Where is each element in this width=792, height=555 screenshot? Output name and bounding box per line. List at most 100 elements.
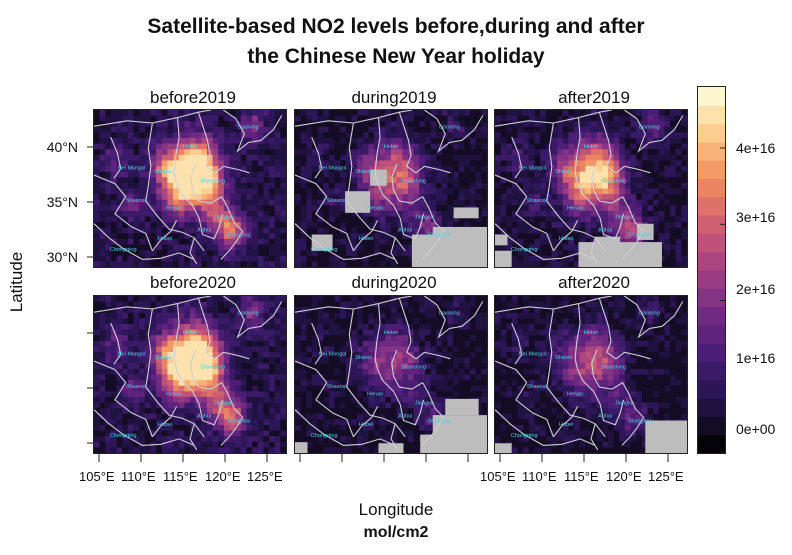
- no2-cell: [602, 177, 609, 184]
- no2-cell: [413, 216, 420, 223]
- no2-cell: [345, 171, 352, 178]
- no2-cell: [317, 188, 324, 195]
- no2-cell: [345, 396, 352, 403]
- no2-cell: [647, 132, 654, 139]
- no2-cell: [110, 391, 117, 398]
- no2-cell: [116, 312, 123, 319]
- no2-cell: [178, 132, 185, 139]
- no2-cell: [447, 385, 454, 392]
- no2-cell: [362, 250, 369, 257]
- no2-cell: [351, 374, 358, 381]
- no2-cell: [475, 177, 482, 184]
- no2-cell: [362, 126, 369, 133]
- no2-cell: [481, 166, 487, 173]
- no2-cell: [458, 138, 465, 145]
- no2-cell: [246, 301, 253, 308]
- no2-cell: [441, 126, 448, 133]
- no2-cell: [351, 408, 358, 415]
- no2-cell: [334, 171, 341, 178]
- no2-cell: [523, 132, 530, 139]
- no2-cell: [127, 244, 134, 251]
- no2-cell: [240, 227, 247, 234]
- no2-cell: [675, 138, 682, 145]
- no2-cell: [133, 424, 140, 431]
- no2-cell: [613, 115, 620, 122]
- no2-cell: [99, 430, 106, 437]
- no2-cell: [105, 441, 112, 448]
- no2-cell: [235, 296, 242, 303]
- no2-cell: [402, 301, 409, 308]
- province-label: Chongqing: [311, 433, 338, 439]
- no2-cell: [133, 380, 140, 387]
- no2-cell: [675, 194, 682, 201]
- province-label: Henan: [567, 206, 583, 212]
- no2-cell: [568, 110, 575, 117]
- no2-cell: [500, 143, 507, 150]
- no2-cell: [116, 149, 123, 156]
- no2-cell: [374, 441, 381, 448]
- province-border: [621, 196, 645, 260]
- no2-cell: [385, 115, 392, 122]
- no2-cell: [122, 210, 129, 217]
- no2-cell: [681, 222, 687, 229]
- no2-cell: [257, 424, 264, 431]
- no2-cell: [540, 301, 547, 308]
- no2-cell: [391, 121, 398, 128]
- no2-cell: [257, 380, 264, 387]
- no2-cell: [201, 447, 208, 453]
- no2-cell: [269, 222, 276, 229]
- no2-cell: [328, 255, 335, 262]
- no2-cell: [269, 199, 276, 206]
- no2-cell: [545, 238, 552, 245]
- no2-cell: [328, 138, 335, 145]
- no2-cell: [424, 222, 431, 229]
- no2-cell: [323, 413, 330, 420]
- no2-cell: [328, 374, 335, 381]
- no2-cell: [396, 324, 403, 331]
- chart-title-line2: the Chinese New Year holiday: [247, 45, 545, 68]
- no2-cell: [223, 312, 230, 319]
- no2-cell: [585, 216, 592, 223]
- no2-cell: [681, 126, 687, 133]
- no2-cell: [252, 132, 259, 139]
- no2-cell: [201, 340, 208, 347]
- no2-cell: [178, 110, 185, 117]
- province-border: [552, 220, 579, 252]
- no2-cell: [470, 171, 477, 178]
- no2-cell: [328, 335, 335, 342]
- no2-cell: [105, 335, 112, 342]
- no2-cell: [419, 154, 426, 161]
- no2-cell: [475, 216, 482, 223]
- no2-cell: [300, 391, 307, 398]
- no2-cell: [447, 324, 454, 331]
- no2-cell: [441, 296, 448, 303]
- no2-cell: [178, 424, 185, 431]
- no2-cell: [591, 210, 598, 217]
- no2-cell: [675, 143, 682, 150]
- no2-cell: [300, 436, 307, 443]
- no2-cell: [184, 121, 191, 128]
- no2-cell: [212, 143, 219, 150]
- province-border: [574, 117, 584, 195]
- no2-cell: [470, 307, 477, 314]
- no2-cell: [470, 154, 477, 161]
- no2-cell: [240, 205, 247, 212]
- no2-cell: [173, 182, 180, 189]
- no2-cell: [246, 368, 253, 375]
- no2-cell: [94, 307, 101, 314]
- no2-cell: [274, 447, 281, 453]
- no2-cell: [150, 194, 157, 201]
- no2-cell: [156, 188, 163, 195]
- no2-cell: [178, 126, 185, 133]
- no2-cell: [240, 177, 247, 184]
- no2-cell: [206, 413, 213, 420]
- no2-cell: [385, 177, 392, 184]
- no2-cell: [619, 149, 626, 156]
- no2-cell: [184, 177, 191, 184]
- no2-cell: [178, 177, 185, 184]
- no2-cell: [240, 222, 247, 229]
- no2-cell: [195, 166, 202, 173]
- no2-cell: [458, 335, 465, 342]
- no2-cell: [511, 210, 518, 217]
- no2-cell: [184, 110, 191, 117]
